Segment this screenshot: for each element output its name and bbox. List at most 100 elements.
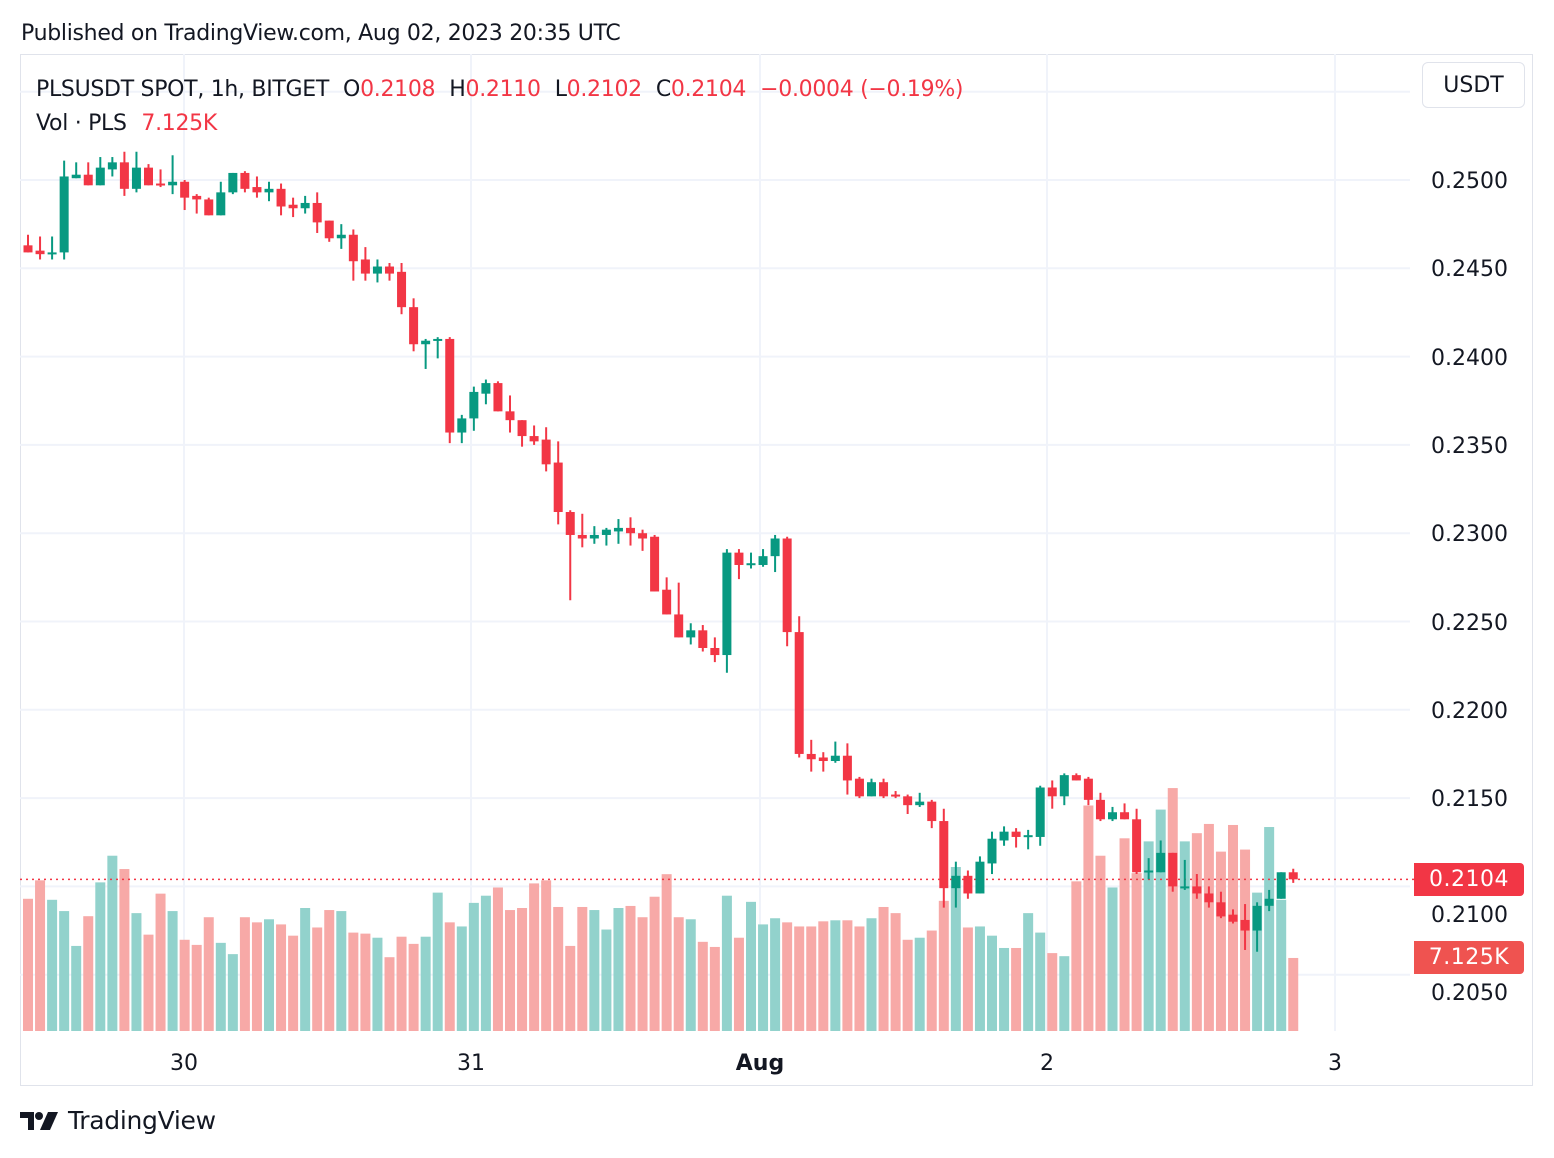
volume-legend-row: Vol · PLS 7.125K: [36, 110, 963, 144]
volume-bar: [300, 908, 311, 1031]
volume-bar: [625, 905, 636, 1031]
volume-bar: [227, 954, 238, 1031]
candle-body-up: [336, 234, 346, 239]
candle-body-up: [168, 181, 178, 186]
volume-bar: [1035, 932, 1046, 1031]
candle-body-up: [1180, 886, 1190, 889]
candle-body-down: [553, 462, 563, 513]
volume-bar: [649, 896, 660, 1031]
chart-legend: PLSUSDT SPOT, 1h, BITGET O0.2108 H0.2110 L0…: [36, 76, 964, 144]
volume-bar: [251, 922, 262, 1031]
candle-body-up: [1144, 870, 1154, 873]
candle-body-up: [300, 202, 310, 209]
volume-badge: 7.125K: [1414, 941, 1524, 974]
candle-body-up: [457, 418, 467, 433]
candle-body-up: [421, 340, 431, 345]
ohlc-legend-row: PLSUSDT SPOT, 1h, BITGET O0.2108 H0.2110 L0…: [36, 76, 964, 110]
y-tick: 0.2350: [1431, 434, 1508, 459]
candle-body-down: [360, 259, 370, 274]
volume-bar: [685, 919, 696, 1031]
volume-bar: [1276, 899, 1287, 1031]
grid: [20, 54, 1410, 1031]
volume-label[interactable]: Vol · PLS: [36, 111, 127, 136]
volume-bar: [938, 900, 949, 1031]
volume-bar: [420, 936, 431, 1031]
volume-bar: [818, 921, 829, 1031]
candle-body-up: [1059, 775, 1069, 797]
currency-button[interactable]: USDT: [1422, 62, 1525, 108]
volume-bar: [324, 910, 335, 1031]
price-axis: 0.2500 0.2450 0.2400 0.2350 0.2300 0.225…: [1431, 169, 1508, 1006]
candle-body-down: [276, 188, 286, 207]
candle-body-down: [1071, 775, 1081, 781]
volume-bar: [203, 917, 214, 1031]
volume-bar: [902, 939, 913, 1031]
candle-body-down: [734, 552, 744, 565]
volume-bar: [71, 945, 82, 1031]
candle-body-down: [529, 436, 539, 442]
candle-body-down: [939, 821, 949, 889]
y-tick: 0.2250: [1431, 611, 1508, 636]
volume-bar: [480, 895, 491, 1031]
candle-body-up: [975, 861, 985, 894]
candle-body-down: [577, 534, 587, 539]
candles: [23, 151, 1298, 952]
candle-body-down: [23, 245, 33, 253]
candle-body-down: [445, 338, 455, 433]
volume-bar: [1179, 841, 1190, 1031]
volume-bar: [1228, 824, 1238, 1031]
volume-bar: [806, 926, 817, 1031]
volume-bar: [396, 936, 407, 1031]
volume-bar: [408, 943, 419, 1031]
volume-bar: [661, 874, 672, 1031]
tradingview-logo[interactable]: TradingView: [20, 1106, 216, 1135]
volume-bar: [914, 937, 925, 1031]
candle-body-down: [35, 250, 45, 255]
volume-bar: [553, 906, 564, 1031]
volume-bar: [950, 867, 961, 1031]
candle-body-up: [71, 174, 81, 179]
candle-body-up: [613, 527, 623, 532]
candle-body-down: [204, 199, 214, 216]
candle-body-up: [1252, 905, 1262, 931]
volume-bar: [1264, 827, 1275, 1031]
volume-bar: [830, 920, 841, 1031]
candle-body-up: [770, 538, 780, 557]
candle-body-up: [915, 801, 925, 806]
volume-bar: [1215, 851, 1226, 1031]
low-label: L: [554, 77, 567, 102]
candle-body-down: [1047, 787, 1057, 797]
volume-bar: [1155, 809, 1166, 1031]
candle-body-down: [626, 527, 635, 534]
open-value: 0.2108: [360, 77, 436, 102]
candle-body-down: [493, 383, 503, 412]
chart-frame: [20, 54, 1533, 1086]
volume-bar: [59, 911, 70, 1031]
candle-body-up: [601, 529, 611, 535]
candle-body-down: [156, 183, 166, 186]
candle-body-up: [131, 167, 141, 189]
candle-body-down: [288, 204, 298, 209]
volume-bar: [529, 883, 540, 1031]
volume-bar: [239, 917, 250, 1031]
last-price-badge: 0.2104: [1414, 863, 1524, 896]
volume-bar: [1047, 953, 1058, 1031]
volume-bar: [1083, 805, 1094, 1031]
x-tick: 2: [1040, 1051, 1054, 1076]
volume-bar: [974, 926, 985, 1031]
candle-body-down: [903, 796, 913, 806]
volume-bar: [1119, 838, 1130, 1031]
volume-bar: [276, 924, 287, 1031]
candle-body-down: [891, 794, 901, 797]
candle-body-down: [854, 778, 864, 797]
x-tick: Aug: [736, 1051, 784, 1076]
volume-bar: [1288, 957, 1299, 1031]
volume-bar: [987, 935, 997, 1031]
time-axis: 30 31 Aug 2 3: [170, 1051, 1342, 1076]
volume-bar: [541, 880, 552, 1031]
candle-body-up: [951, 875, 961, 889]
close-label: C: [655, 77, 671, 102]
volume-bar: [1107, 887, 1118, 1031]
symbol-label[interactable]: PLSUSDT SPOT, 1h, BITGET: [36, 77, 330, 102]
